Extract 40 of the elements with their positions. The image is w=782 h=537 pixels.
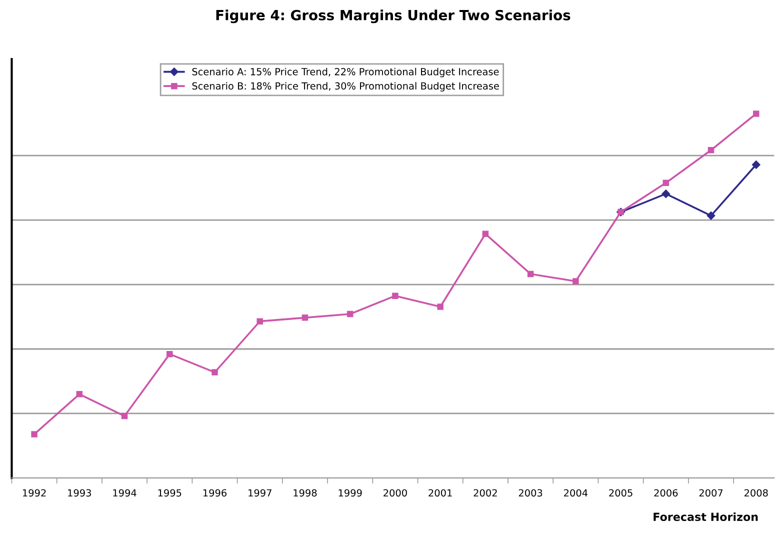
x-tick-label: 1995	[158, 489, 182, 497]
x-axis-title: Forecast Horizon	[654, 512, 758, 522]
x-tick-label: 1993	[68, 489, 91, 497]
point	[708, 147, 714, 154]
x-tick-label: 2005	[609, 489, 632, 497]
x-tick-label: 1994	[113, 489, 136, 497]
x-tick-label: 2002	[474, 489, 497, 497]
x-tick-label: 1996	[203, 489, 227, 497]
point	[76, 391, 83, 398]
x-tick-label: 2001	[428, 489, 452, 497]
x-tick-label: 2003	[518, 489, 542, 497]
point	[256, 318, 263, 324]
chart-title: Figure 4: Gross Margins Under Two Scenarios	[216, 10, 570, 24]
point	[121, 412, 128, 420]
point	[572, 278, 579, 284]
point	[437, 304, 444, 310]
x-tick-label: 1998	[294, 489, 317, 497]
x-tick-label: 1999	[338, 489, 362, 497]
x-tick-label: 1992	[22, 489, 46, 497]
point	[753, 110, 760, 117]
point	[662, 180, 670, 186]
x-tick-label: 2007	[699, 489, 723, 497]
legend-label: Scenario B: 18% Price Trend, 30% Promotional Budget Increase	[192, 82, 499, 92]
point	[31, 431, 38, 438]
point	[302, 314, 308, 321]
x-tick-label: 2004	[564, 489, 588, 497]
point	[752, 160, 760, 169]
point	[527, 270, 534, 278]
point	[212, 369, 218, 376]
x-tick-label: 2006	[654, 489, 678, 497]
point	[392, 292, 398, 299]
point	[662, 190, 670, 198]
point	[346, 310, 354, 318]
point	[706, 212, 716, 220]
x-tick-label: 2000	[384, 489, 407, 497]
legend-label: Scenario A: 15% Price Trend, 22% Promotional Budget Increase	[192, 68, 499, 78]
point	[482, 230, 489, 238]
x-tick-label: 2008	[744, 489, 768, 497]
x-tick-label: 1997	[248, 489, 272, 497]
point	[166, 350, 173, 358]
